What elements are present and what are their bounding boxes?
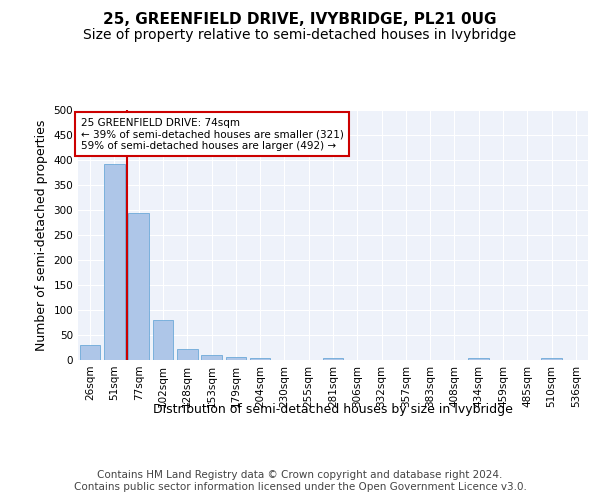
Text: Size of property relative to semi-detached houses in Ivybridge: Size of property relative to semi-detach… <box>83 28 517 42</box>
Text: 25, GREENFIELD DRIVE, IVYBRIDGE, PL21 0UG: 25, GREENFIELD DRIVE, IVYBRIDGE, PL21 0U… <box>103 12 497 28</box>
Bar <box>104 164 125 360</box>
Bar <box>541 358 562 360</box>
Bar <box>226 356 246 360</box>
Bar <box>469 358 489 360</box>
Bar <box>323 358 343 360</box>
Bar <box>201 355 222 360</box>
Text: 25 GREENFIELD DRIVE: 74sqm
← 39% of semi-detached houses are smaller (321)
59% o: 25 GREENFIELD DRIVE: 74sqm ← 39% of semi… <box>80 118 343 150</box>
Bar <box>152 320 173 360</box>
Bar <box>250 358 271 360</box>
Text: Contains HM Land Registry data © Crown copyright and database right 2024.
Contai: Contains HM Land Registry data © Crown c… <box>74 470 526 492</box>
Bar <box>177 348 197 360</box>
Y-axis label: Number of semi-detached properties: Number of semi-detached properties <box>35 120 48 350</box>
Bar <box>128 212 149 360</box>
Text: Distribution of semi-detached houses by size in Ivybridge: Distribution of semi-detached houses by … <box>153 402 513 415</box>
Bar <box>80 345 100 360</box>
